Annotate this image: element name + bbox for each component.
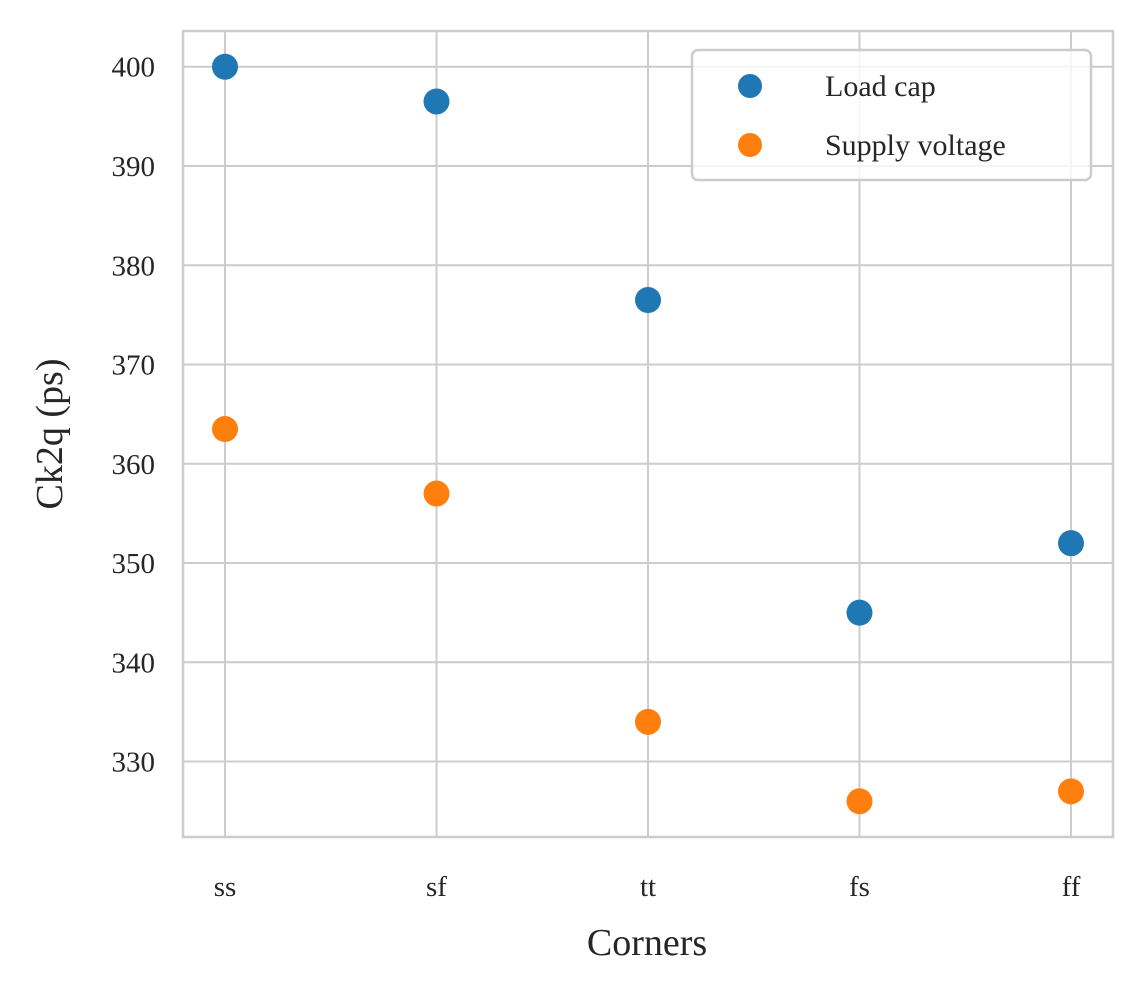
y-axis-title: Ck2q (ps) xyxy=(29,359,71,510)
y-tick-360: 360 xyxy=(112,449,156,481)
point-load-cap-tt xyxy=(635,286,661,313)
point-supply-voltage-fs xyxy=(846,788,873,815)
point-load-cap-sf xyxy=(423,88,450,115)
legend-marker-load-cap xyxy=(738,74,762,98)
point-load-cap-ff xyxy=(1058,530,1084,557)
x-tick-fs: fs xyxy=(849,871,870,903)
legend-box xyxy=(690,48,1093,182)
x-axis-title: Corners xyxy=(587,922,707,964)
y-tick-370: 370 xyxy=(112,350,156,382)
point-supply-voltage-tt xyxy=(635,708,661,735)
legend-label-load-cap: Load cap xyxy=(825,70,936,103)
point-supply-voltage-ss xyxy=(212,416,238,443)
point-supply-voltage-sf xyxy=(423,480,450,507)
point-load-cap-ss xyxy=(212,53,238,80)
x-tick-sf: sf xyxy=(426,871,447,903)
legend-marker-supply-voltage xyxy=(738,133,762,157)
y-tick-380: 380 xyxy=(112,250,156,282)
legend: Load cap Supply voltage xyxy=(690,48,1093,182)
y-tick-350: 350 xyxy=(112,548,156,580)
point-supply-voltage-ff xyxy=(1058,778,1084,805)
y-tick-390: 390 xyxy=(112,151,156,183)
y-tick-340: 340 xyxy=(112,647,156,679)
points-layer xyxy=(212,53,1084,815)
x-tick-tt: tt xyxy=(640,871,656,903)
legend-label-supply-voltage: Supply voltage xyxy=(825,129,1006,162)
x-tick-ff: ff xyxy=(1062,871,1081,903)
y-tick-400: 400 xyxy=(112,52,156,84)
point-load-cap-fs xyxy=(846,599,873,626)
y-tick-330: 330 xyxy=(112,747,156,779)
x-tick-ss: ss xyxy=(214,871,237,903)
ticks-layer: ss sf tt fs ff 330 340 350 360 370 380 390 400 xyxy=(112,52,1081,903)
plot-frame xyxy=(181,29,1115,839)
